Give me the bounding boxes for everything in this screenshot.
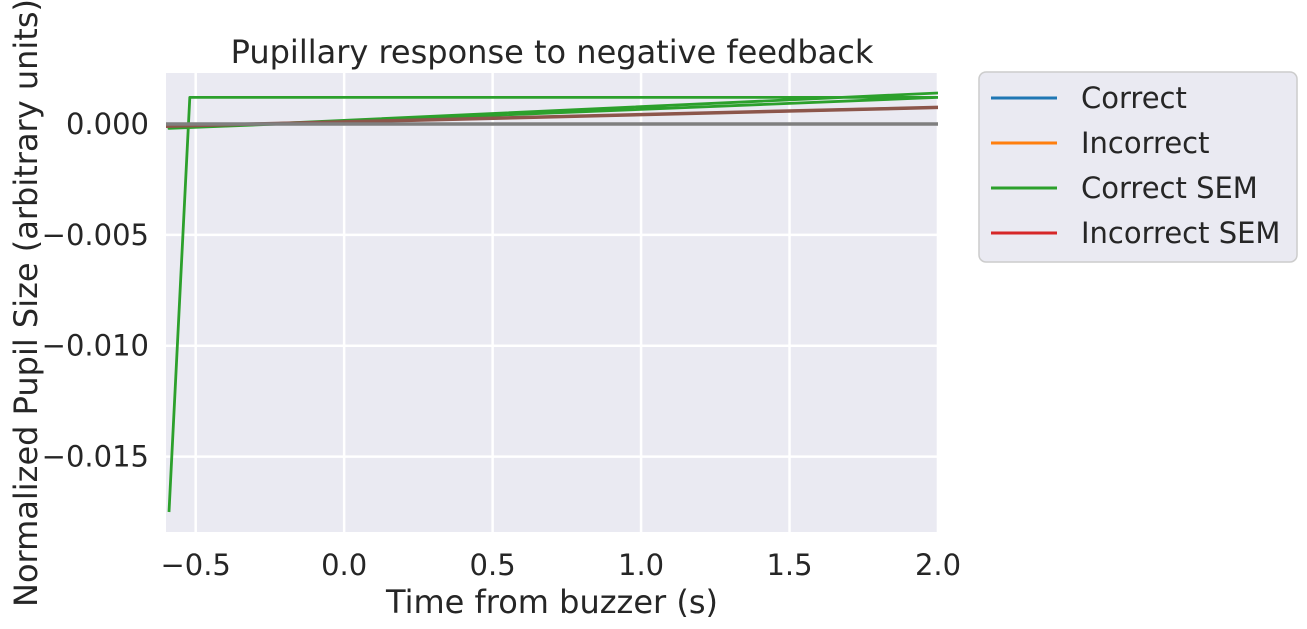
legend-entry: Incorrect SEM bbox=[1081, 216, 1280, 250]
x-ticks: −0.5 0.0 0.5 1.0 1.5 2.0 bbox=[160, 548, 961, 582]
y-ticks: 0.000 −0.005 −0.010 −0.015 bbox=[42, 107, 149, 474]
y-tick-label: 0.000 bbox=[66, 107, 149, 141]
legend-box bbox=[978, 71, 1298, 263]
plot-background bbox=[166, 73, 938, 532]
series-line bbox=[167, 91, 938, 513]
x-tick-label: 2.0 bbox=[915, 548, 961, 582]
x-tick-label: −0.5 bbox=[160, 548, 230, 582]
chart-title: Pupillary response to negative feedback bbox=[231, 33, 874, 71]
x-tick-label: 0.0 bbox=[321, 548, 367, 582]
series-layer bbox=[166, 91, 938, 513]
y-tick-label: −0.015 bbox=[42, 440, 149, 474]
legend: Correct Incorrect Correct SEM Incorrect SEM bbox=[978, 71, 1298, 263]
y-axis-label: Normalized Pupil Size (arbitrary units) bbox=[7, 0, 45, 607]
x-axis-label: Time from buzzer (s) bbox=[385, 583, 718, 621]
x-tick-label: 1.5 bbox=[766, 548, 812, 582]
legend-entry: Incorrect bbox=[1081, 126, 1209, 160]
x-tick-label: 0.5 bbox=[470, 548, 516, 582]
x-tick-label: 1.0 bbox=[618, 548, 664, 582]
legend-entry: Correct SEM bbox=[1081, 171, 1258, 205]
y-tick-label: −0.010 bbox=[42, 329, 149, 363]
legend-entry: Correct bbox=[1081, 81, 1187, 115]
y-tick-label: −0.005 bbox=[42, 218, 149, 252]
